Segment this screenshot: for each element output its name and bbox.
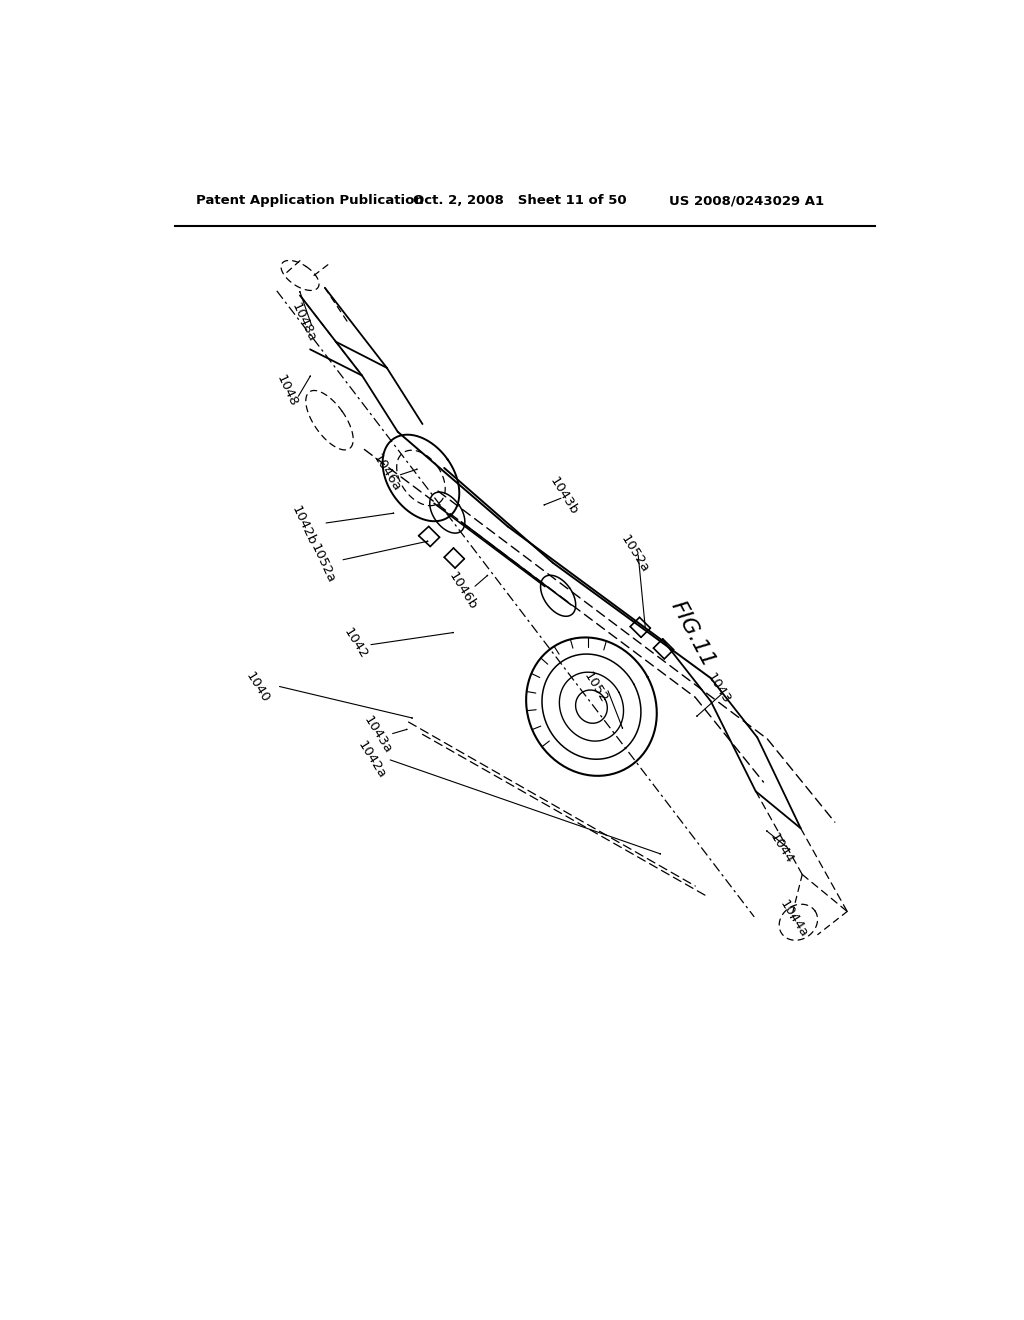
- Text: 1044: 1044: [767, 832, 796, 866]
- Text: 1040: 1040: [243, 669, 271, 705]
- Text: 1052: 1052: [582, 669, 610, 705]
- Text: Patent Application Publication: Patent Application Publication: [197, 194, 424, 207]
- Text: US 2008/0243029 A1: US 2008/0243029 A1: [669, 194, 824, 207]
- Text: 1043: 1043: [703, 671, 732, 706]
- Text: 1042: 1042: [341, 626, 370, 661]
- Text: 1043a: 1043a: [361, 713, 394, 755]
- Text: 1043b: 1043b: [547, 474, 581, 517]
- Text: 1048a: 1048a: [289, 301, 318, 343]
- Text: Oct. 2, 2008   Sheet 11 of 50: Oct. 2, 2008 Sheet 11 of 50: [414, 194, 627, 207]
- Text: 1044a: 1044a: [777, 898, 811, 940]
- Text: 1046b: 1046b: [446, 569, 480, 612]
- Text: FIG.11: FIG.11: [667, 598, 718, 671]
- Text: 1052a: 1052a: [618, 532, 651, 574]
- Text: 1048: 1048: [274, 372, 300, 409]
- Text: 1046a: 1046a: [371, 451, 403, 494]
- Text: 1052a: 1052a: [308, 543, 338, 586]
- Text: 1042b: 1042b: [289, 504, 318, 548]
- Text: 1042a: 1042a: [355, 739, 388, 781]
